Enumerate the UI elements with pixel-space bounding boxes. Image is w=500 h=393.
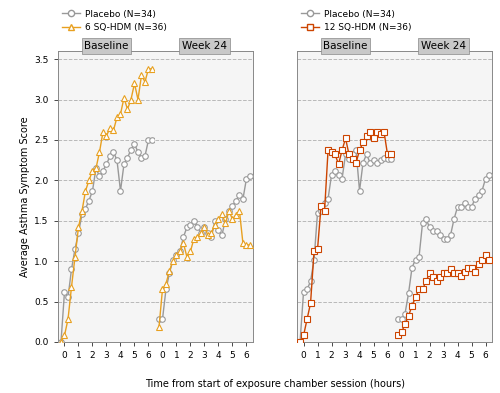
Title: Baseline: Baseline [324, 41, 368, 51]
Title: Week 24: Week 24 [421, 41, 466, 51]
Title: Baseline: Baseline [84, 41, 128, 51]
Legend: Placebo (N=34), 6 SQ-HDM (N=36): Placebo (N=34), 6 SQ-HDM (N=36) [62, 9, 166, 32]
Legend: Placebo (N=34), 12 SQ-HDM (N=36): Placebo (N=34), 12 SQ-HDM (N=36) [301, 9, 411, 32]
Text: Time from start of exposure chamber session (hours): Time from start of exposure chamber sess… [145, 379, 405, 389]
Y-axis label: Average Asthma Symptom Score: Average Asthma Symptom Score [20, 116, 30, 277]
Title: Week 24: Week 24 [182, 41, 227, 51]
